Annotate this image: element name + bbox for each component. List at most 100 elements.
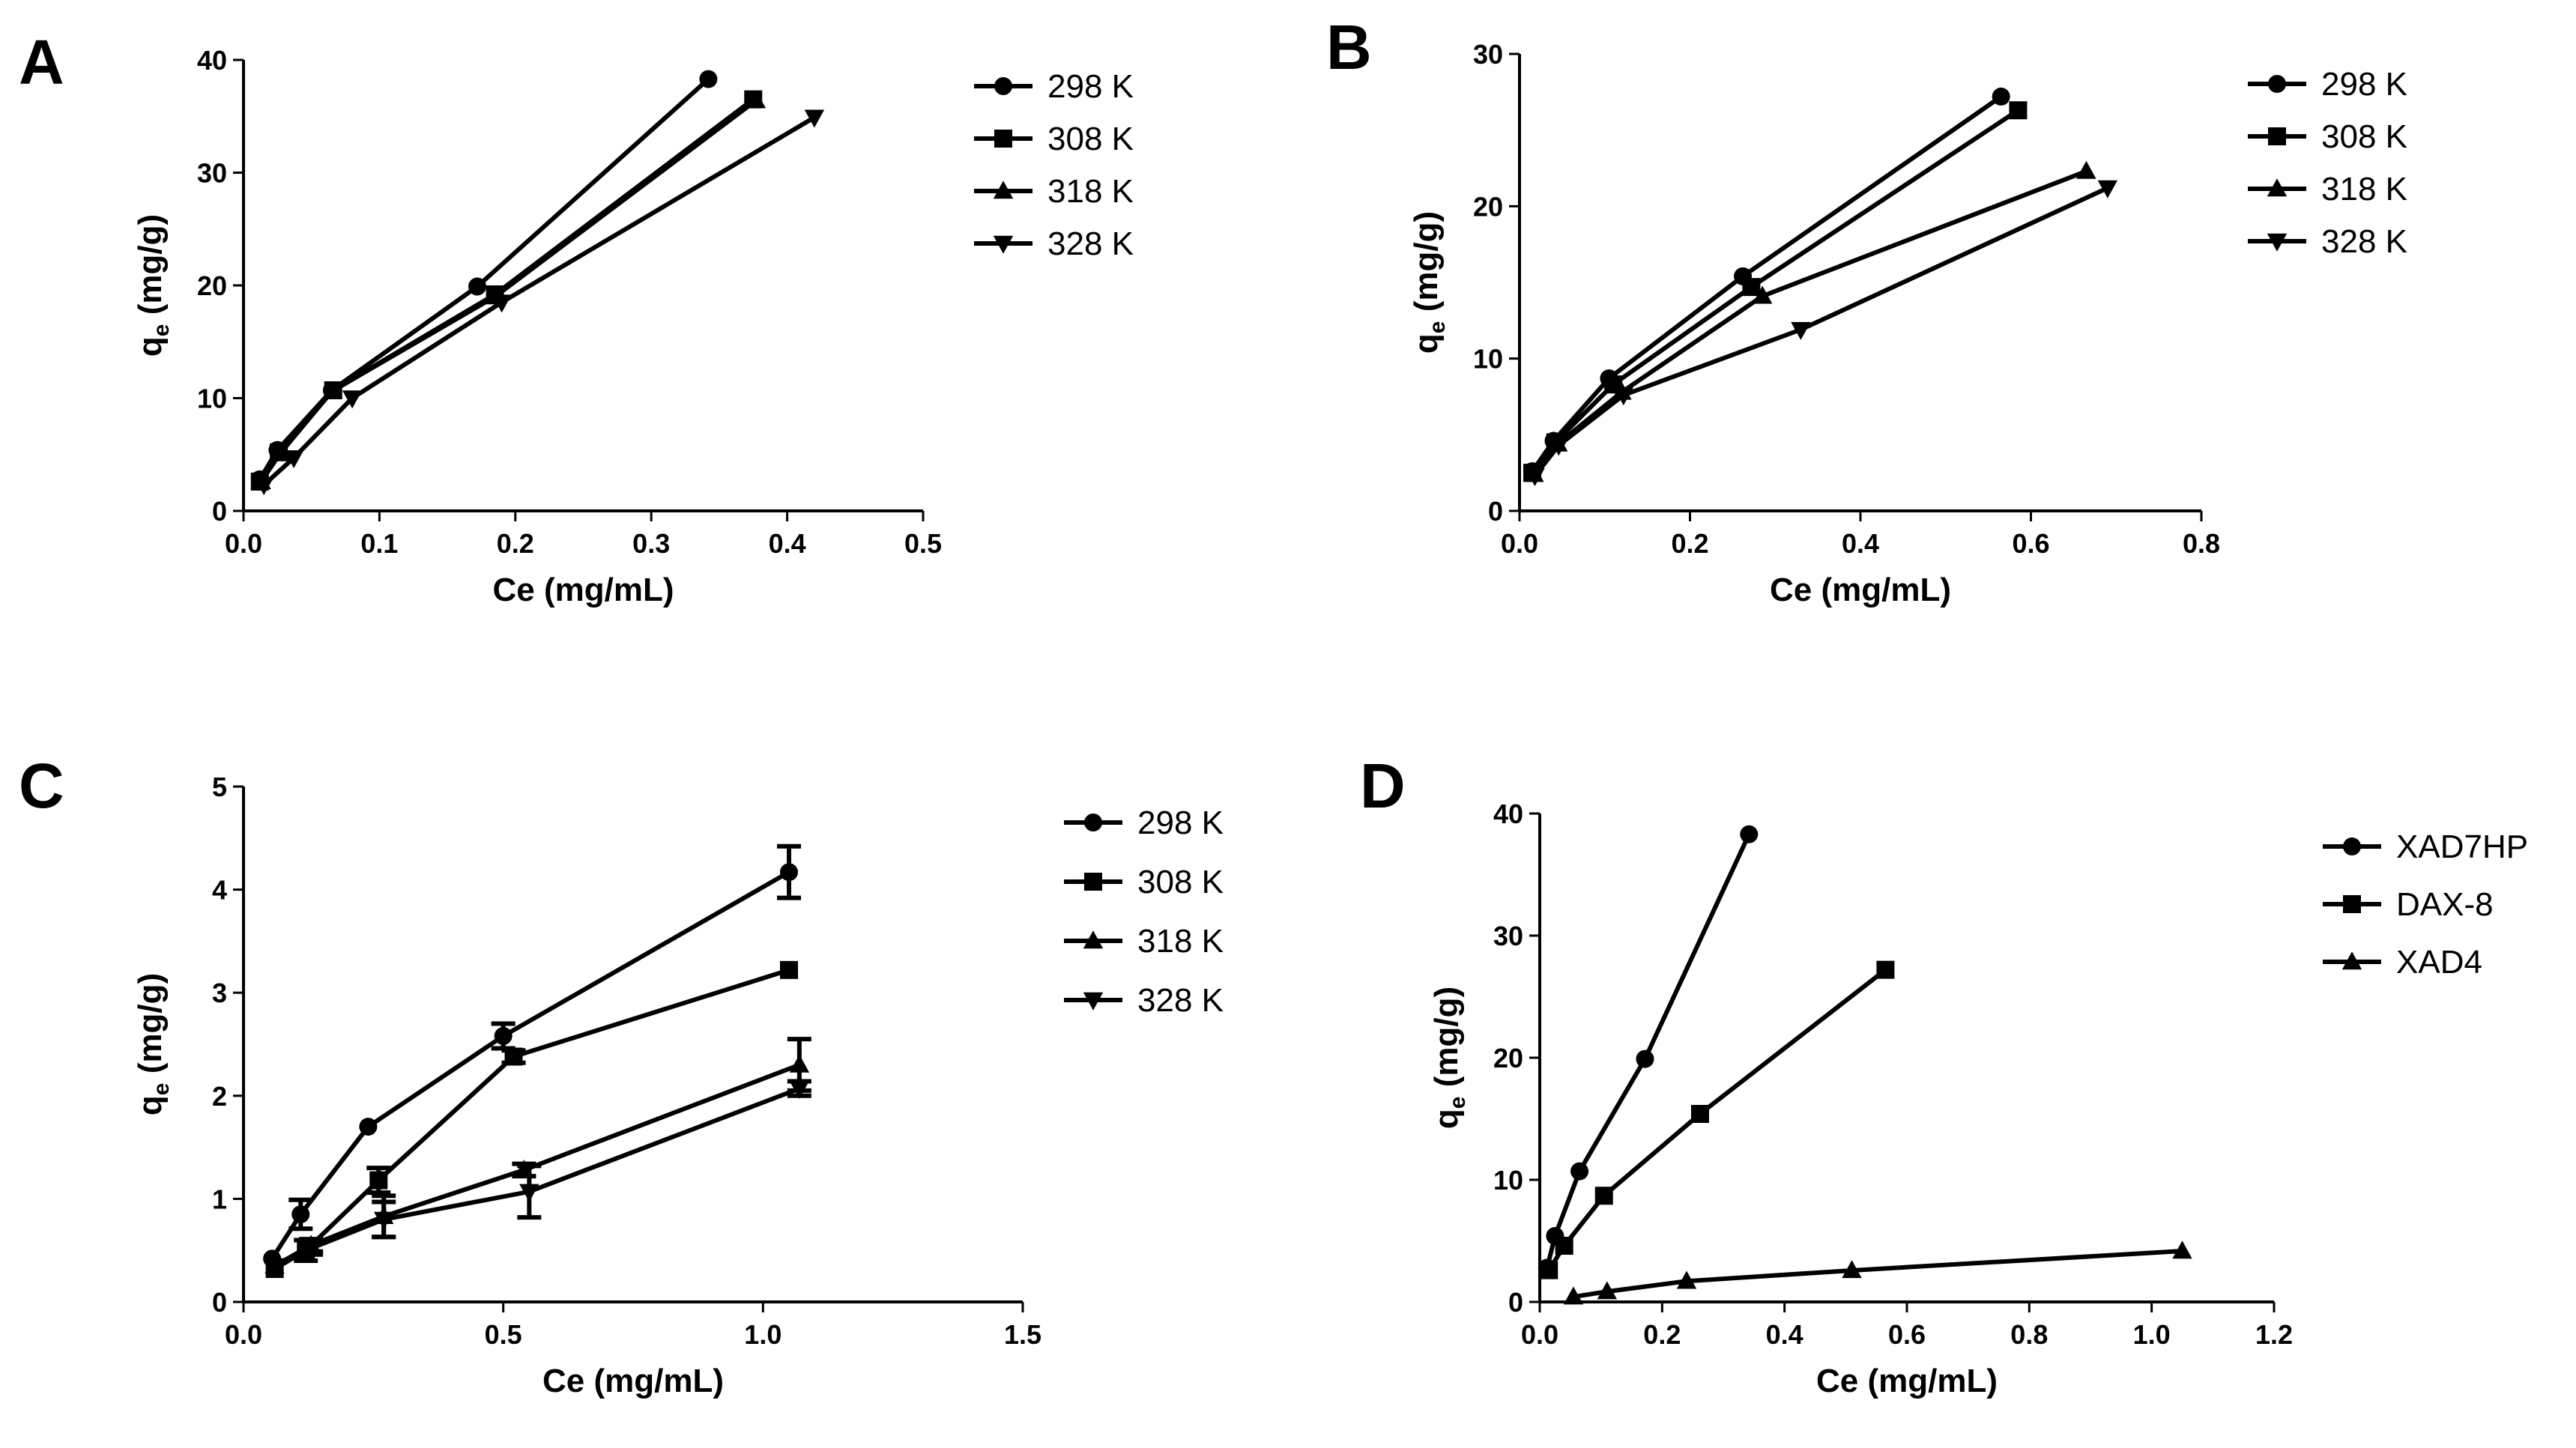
x-axis-label: Ce (mg/mL)	[542, 1363, 724, 1399]
legend-entry: XAD4	[2323, 944, 2482, 981]
panel-b: B 0.0 0.2 0.4 0.6 0.8 0 10 20 30 Ce (mg/mL) qe (mg/…	[1326, 12, 2407, 608]
series-line	[273, 1086, 800, 1268]
series-line	[1546, 968, 1887, 1272]
legend-entry: 298 K	[2248, 66, 2407, 103]
panel-letter: B	[1326, 12, 1372, 82]
x-tick-label: 0.0	[1501, 528, 1538, 559]
series-328-k	[1525, 180, 2118, 487]
data-point	[780, 960, 798, 979]
x-tick-label: 0.8	[2010, 1319, 2048, 1350]
data-point	[2009, 101, 2028, 120]
data-point	[1992, 87, 2010, 106]
legend-marker	[2343, 837, 2361, 855]
data-point	[494, 1026, 513, 1045]
y-tick-label: 30	[1493, 921, 1523, 951]
x-tick-label: 0.4	[1842, 528, 1879, 559]
x-tick-label: 0.2	[497, 528, 534, 559]
data-point	[789, 1054, 810, 1073]
data-point	[504, 1047, 523, 1066]
series-xad4	[1563, 1241, 2192, 1305]
panel-letter: D	[1360, 751, 1406, 821]
data-point	[2172, 1241, 2192, 1259]
y-axis-label-unit: (mg/g)	[132, 973, 169, 1083]
series-line	[258, 77, 710, 481]
y-axis-label-main: q	[132, 1095, 169, 1115]
y-axis-label-subscript: e	[149, 324, 174, 337]
y-tick-label: 20	[197, 270, 227, 301]
legend-label: 328 K	[1047, 225, 1134, 262]
series-line	[259, 98, 758, 483]
panel-letter: A	[19, 27, 64, 97]
data-point	[283, 450, 304, 469]
data-point	[1676, 1270, 1697, 1289]
y-tick-label: 10	[197, 384, 227, 414]
x-tick-label: 1.0	[744, 1319, 781, 1350]
legend-marker	[2267, 233, 2288, 252]
data-point	[468, 277, 487, 296]
panel-c: C 0.0 0.5 1.0 1.5 0 1 2 3 4 5 Ce (mg/mL) qe (mg/g) 29…	[19, 751, 1224, 1399]
legend-marker	[1084, 873, 1102, 891]
legend-marker	[2268, 127, 2286, 145]
data-point	[291, 1205, 310, 1224]
data-point	[1594, 1187, 1613, 1205]
legend-marker	[2343, 895, 2361, 913]
legend-label: 298 K	[1047, 68, 1134, 105]
y-axis-label: qe (mg/g)	[132, 214, 174, 357]
y-tick-label: 0	[1508, 1287, 1523, 1318]
data-point	[1742, 278, 1761, 297]
x-tick-label: 0.5	[904, 528, 942, 559]
y-axis-label: qe (mg/g)	[132, 973, 174, 1115]
legend-marker	[994, 130, 1012, 148]
y-tick-label: 10	[1493, 1165, 1523, 1196]
y-tick-label: 0	[212, 1287, 227, 1318]
x-axis-label: Ce (mg/mL)	[1770, 572, 1951, 608]
data-point	[270, 443, 291, 461]
legend-label: XAD7HP	[2396, 828, 2528, 865]
y-axis-label-unit: (mg/g)	[1408, 211, 1445, 321]
y-tick-label: 40	[197, 45, 227, 76]
data-point	[359, 1118, 378, 1136]
x-tick-label: 1.2	[2255, 1319, 2293, 1350]
data-point	[789, 1080, 810, 1099]
data-point	[699, 70, 718, 88]
y-tick-label: 4	[212, 875, 227, 906]
panel-letter: C	[19, 751, 64, 821]
legend-label: 328 K	[1137, 982, 1224, 1019]
panel-a: A 0.0 0.1 0.2 0.3 0.4 0.5 0 10 20 30 40 Ce (mg/mL) qe…	[19, 27, 1134, 608]
y-axis-label-main: q	[1428, 1109, 1465, 1129]
data-point	[519, 1184, 539, 1202]
legend-entry: 318 K	[974, 173, 1134, 210]
legend-label: 308 K	[1137, 864, 1224, 900]
y-tick-label: 0	[1488, 496, 1503, 527]
series-line	[1530, 94, 2003, 473]
data-point	[1752, 285, 1773, 304]
x-tick-label: 1.5	[1004, 1319, 1041, 1350]
data-point	[1613, 387, 1633, 406]
x-tick-label: 0.2	[1671, 528, 1708, 559]
data-point	[746, 90, 767, 109]
y-axis-label-unit: (mg/g)	[1428, 987, 1465, 1097]
series-328-k	[254, 109, 825, 496]
legend-label: 318 K	[2321, 171, 2407, 207]
y-tick-label: 30	[197, 158, 227, 189]
series-line	[262, 115, 816, 487]
data-point	[1636, 1049, 1654, 1068]
series-dax-8	[1540, 960, 1895, 1279]
data-point	[369, 1171, 388, 1190]
data-point	[1549, 437, 1569, 456]
data-point	[2076, 160, 2096, 179]
legend-entry: 328 K	[974, 225, 1134, 262]
series-line	[1573, 1249, 2183, 1300]
y-tick-label: 1	[212, 1184, 227, 1214]
data-point	[1791, 321, 1811, 340]
y-tick-label: 5	[212, 772, 227, 802]
y-tick-label: 20	[1493, 1043, 1523, 1073]
legend-label: 318 K	[1137, 923, 1224, 960]
legend-entry: XAD7HP	[2323, 828, 2528, 865]
data-point	[254, 477, 274, 496]
x-tick-label: 0.0	[1521, 1319, 1558, 1350]
y-axis-label: qe (mg/g)	[1408, 211, 1450, 354]
legend-entry: 298 K	[974, 68, 1134, 105]
x-tick-label: 0.5	[485, 1319, 522, 1350]
